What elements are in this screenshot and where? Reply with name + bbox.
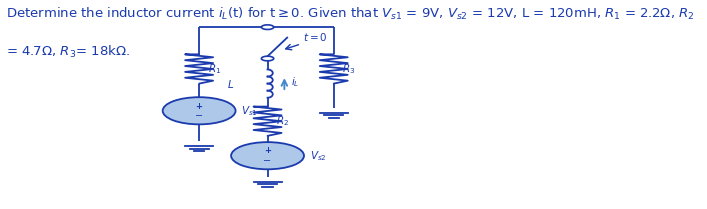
Circle shape: [262, 56, 274, 61]
Text: $L$: $L$: [227, 78, 234, 90]
Circle shape: [262, 25, 274, 29]
Text: −: −: [195, 111, 203, 121]
Text: −: −: [264, 156, 271, 166]
Text: = 4.7$\Omega$, $R_3$= 18k$\Omega$.: = 4.7$\Omega$, $R_3$= 18k$\Omega$.: [6, 44, 129, 60]
Text: $R_3$: $R_3$: [342, 62, 356, 76]
Text: $V_{s2}$: $V_{s2}$: [310, 149, 327, 163]
Text: Determine the inductor current $i_L$(t) for t$\geq$0. Given that $V_{s1}$ = 9V, : Determine the inductor current $i_L$(t) …: [6, 6, 694, 22]
Text: $V_{s1}$: $V_{s1}$: [241, 104, 258, 118]
Text: +: +: [264, 147, 271, 155]
Circle shape: [163, 97, 235, 124]
Text: $t=0$: $t=0$: [303, 31, 327, 43]
Text: $i_L$: $i_L$: [291, 76, 300, 89]
Text: $R_1$: $R_1$: [208, 62, 221, 76]
Circle shape: [231, 142, 304, 169]
Text: +: +: [196, 102, 203, 111]
Text: $R_2$: $R_2$: [276, 114, 289, 128]
